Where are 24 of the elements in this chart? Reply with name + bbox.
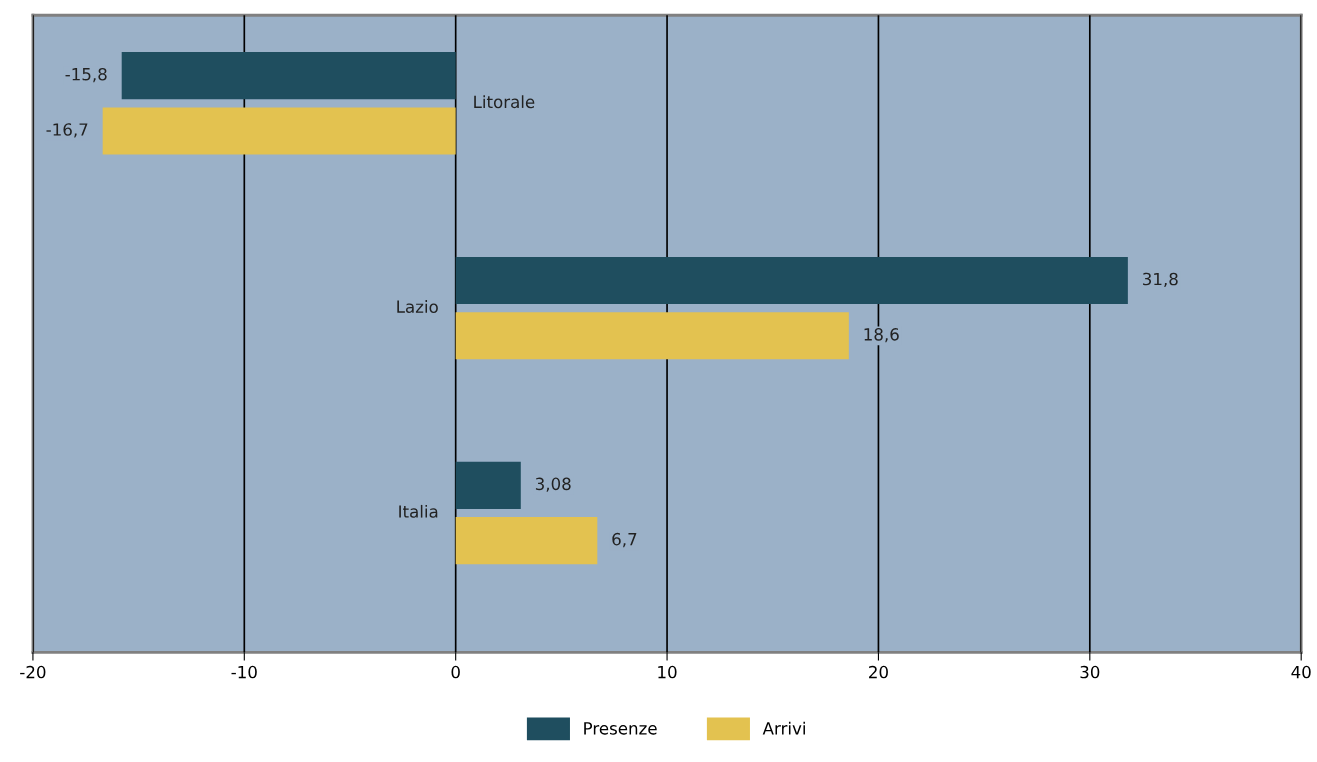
- x-tick-label: 0: [451, 665, 460, 679]
- data-label: -16,7: [46, 123, 88, 138]
- legend-label: Arrivi: [762, 721, 805, 735]
- x-tick-label: 20: [869, 665, 888, 679]
- data-label: 31,8: [1143, 272, 1178, 288]
- data-label: 18,6: [864, 328, 899, 343]
- bar: [102, 107, 456, 155]
- data-label: 3,08: [535, 477, 571, 492]
- x-tick-label: -20: [20, 665, 46, 679]
- bar: [455, 256, 1128, 305]
- data-label: 6,7: [612, 532, 637, 548]
- bar: [121, 52, 456, 100]
- x-tick-label: 40: [1291, 665, 1311, 679]
- legend-label: Presenze: [584, 722, 657, 735]
- data-label: -15,8: [65, 67, 107, 83]
- y-tick-label: Litorale: [474, 95, 535, 109]
- bar: [455, 517, 598, 565]
- bar: [455, 312, 849, 360]
- x-tick-label: 10: [658, 665, 677, 679]
- x-tick-label: 30: [1080, 665, 1100, 679]
- y-tick-label: Italia: [399, 504, 438, 518]
- bar: [455, 461, 521, 509]
- y-tick-label: Lazio: [397, 300, 438, 313]
- x-tick-label: -10: [231, 665, 257, 679]
